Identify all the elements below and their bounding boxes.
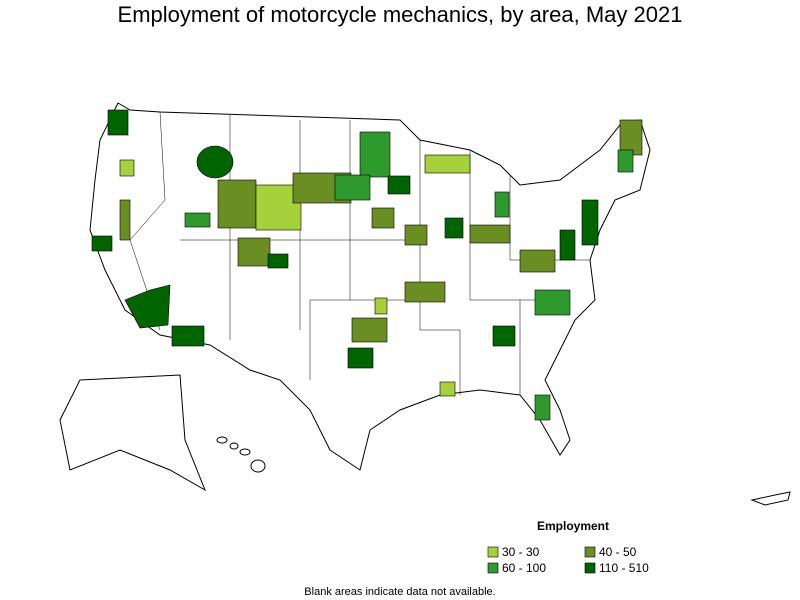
employment-area	[184, 212, 211, 228]
legend-swatch	[584, 562, 596, 574]
employment-area	[351, 317, 388, 343]
footnote: Blank areas indicate data not available.	[304, 586, 495, 598]
alaska	[59, 374, 206, 492]
map	[59, 102, 791, 506]
employment-area	[107, 109, 129, 136]
hawaii	[216, 436, 266, 473]
employment-area	[119, 159, 135, 177]
employment-area	[494, 191, 510, 218]
legend-swatch	[584, 546, 596, 558]
employment-area	[334, 174, 371, 201]
employment-area	[559, 229, 576, 261]
employment-area	[119, 199, 131, 241]
legend-swatch	[487, 546, 499, 558]
employment-area	[581, 199, 599, 246]
employment-area	[424, 154, 471, 174]
employment-area	[196, 145, 234, 179]
legend-label: 110 - 510	[599, 561, 649, 575]
legend-label: 60 - 100	[502, 561, 546, 575]
employment-area	[171, 325, 205, 347]
employment-area	[617, 149, 634, 173]
employment-area	[469, 224, 511, 244]
employment-area	[439, 381, 456, 397]
map-title: Employment of motorcycle mechanics, by a…	[118, 2, 683, 27]
employment-area	[492, 325, 516, 347]
employment-area	[237, 237, 271, 267]
employment-areas	[91, 109, 643, 421]
employment-area	[534, 394, 551, 421]
legend-title: Employment	[537, 519, 609, 533]
employment-area	[404, 281, 446, 303]
employment-area	[444, 217, 464, 239]
employment-area	[374, 297, 388, 315]
employment-area	[217, 179, 257, 229]
employment-area	[359, 131, 391, 178]
employment-area	[347, 347, 374, 369]
employment-area	[124, 284, 171, 329]
employment-area	[519, 249, 556, 273]
employment-area	[387, 175, 411, 195]
legend-swatch	[487, 562, 499, 574]
employment-area	[267, 253, 289, 269]
employment-area	[404, 224, 428, 246]
employment-area	[371, 207, 395, 229]
employment-area	[91, 235, 113, 252]
legend: Employment 30 - 30 40 - 50 60 - 100 110 - 5…	[487, 519, 649, 575]
legend-label: 40 - 50	[599, 545, 637, 559]
legend-label: 30 - 30	[502, 545, 540, 559]
employment-area	[534, 289, 571, 316]
puerto-rico	[750, 491, 791, 506]
